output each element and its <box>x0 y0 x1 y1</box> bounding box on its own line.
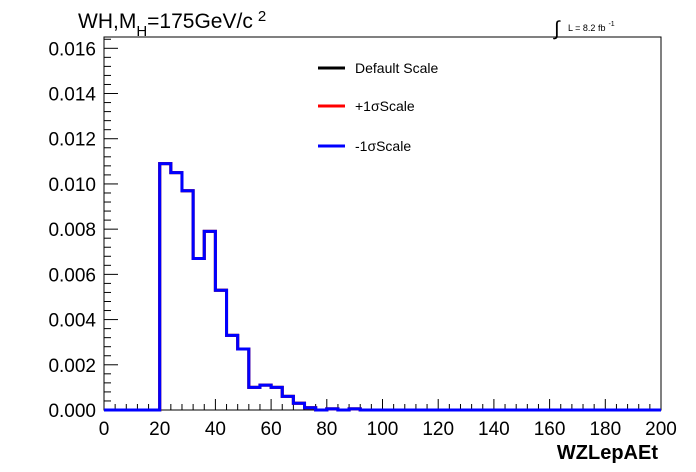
x-tick-label: 120 <box>422 419 454 440</box>
x-tick-label: 160 <box>534 419 566 440</box>
y-tick-label: 0.006 <box>48 265 96 286</box>
x-tick-label: 100 <box>367 419 399 440</box>
x-tick-label: 140 <box>478 419 510 440</box>
legend-label: +1σScale <box>355 98 415 114</box>
y-tick-label: 0.008 <box>48 220 96 241</box>
series-line-1 <box>104 162 661 412</box>
chart-title-superscript: 2 <box>258 8 266 25</box>
x-tick-label: 20 <box>149 419 170 440</box>
legend-label: -1σScale <box>355 138 411 154</box>
y-tick-label: 0.004 <box>48 311 96 332</box>
lumi-superscript: -1 <box>608 21 614 28</box>
legend-label: Default Scale <box>355 60 438 76</box>
series-line-3 <box>104 162 661 412</box>
x-tick-label: 0 <box>99 419 110 440</box>
axes: 0 20 40 60 80 100 120 140 160 180 200 0.000 0.002 0.0… <box>48 38 677 440</box>
series-line-2 <box>104 162 661 412</box>
chart-title-subscript: H <box>136 23 147 40</box>
y-tick-label: 0.000 <box>48 401 96 422</box>
y-tick-label: 0.012 <box>48 130 96 151</box>
x-tick-label: 200 <box>645 419 677 440</box>
x-tick-label: 40 <box>205 419 226 440</box>
y-tick-label: 0.016 <box>48 39 96 60</box>
chart-title-rest: =175GeV/c <box>147 10 253 33</box>
x-tick-label: 60 <box>261 419 282 440</box>
x-tick-label: 80 <box>316 419 337 440</box>
x-axis-label: WZLepAEt <box>557 442 658 464</box>
lumi-label: L = 8.2 fb -1 <box>568 21 615 33</box>
legend: Default Scale +1σScale -1σScale <box>318 60 438 154</box>
chart-title: WH,MH=175GeV/c 2 <box>78 8 266 40</box>
y-tick-label: 0.014 <box>48 85 96 106</box>
series-layer <box>104 162 661 412</box>
x-tick-label: 180 <box>589 419 621 440</box>
integral-sign: ∫ <box>553 18 561 40</box>
y-tick-label: 0.010 <box>48 175 96 196</box>
plot-frame <box>103 36 662 411</box>
y-tick-label: 0.002 <box>48 356 96 377</box>
